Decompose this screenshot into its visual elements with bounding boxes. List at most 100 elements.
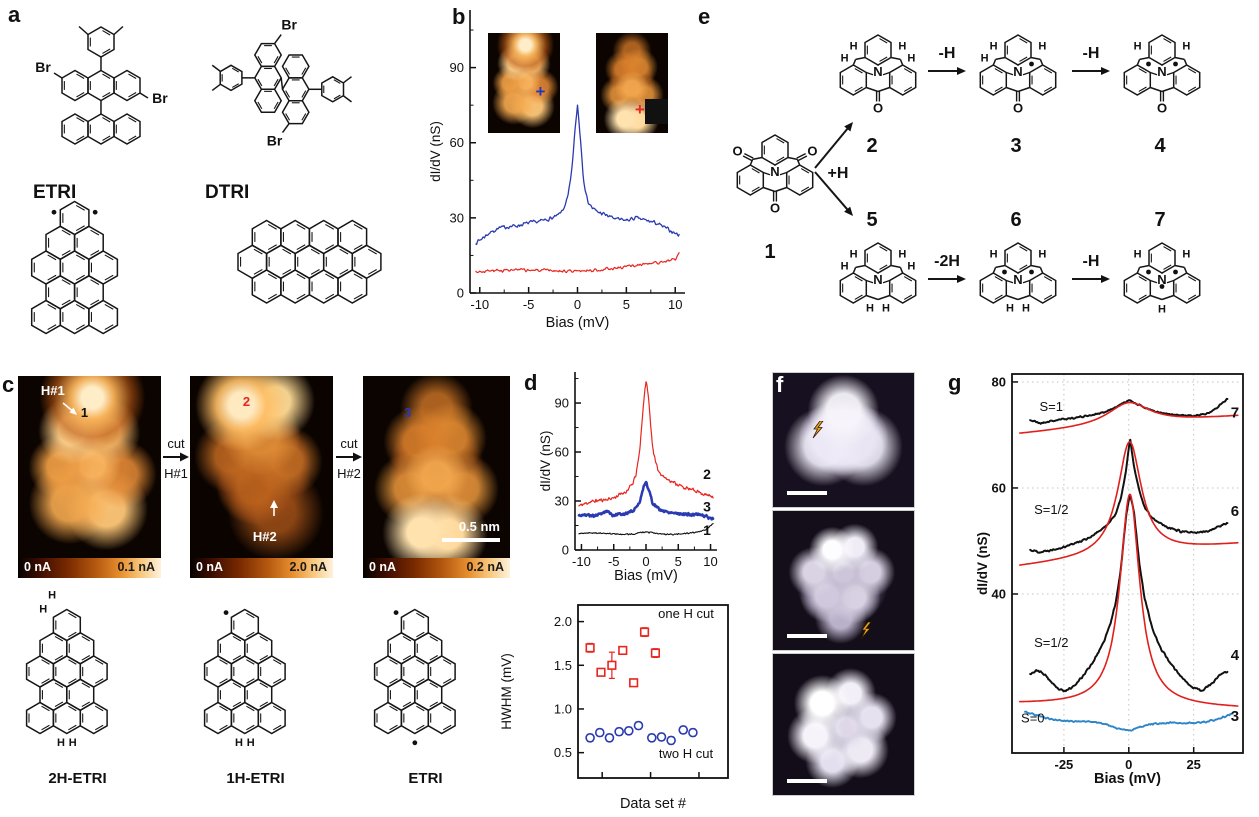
atom-label: H: [1134, 248, 1142, 260]
double-bond: [442, 659, 452, 665]
double-bond: [102, 48, 111, 54]
panel-c-structures: HHH H H H: [25, 590, 456, 749]
double-bond: [232, 67, 239, 73]
benzene-ring: [113, 113, 141, 145]
bond: [343, 95, 352, 103]
atom-label: H: [882, 303, 890, 315]
x-tick-label: 10: [703, 554, 717, 569]
double-bond: [1019, 56, 1028, 62]
bond: [877, 294, 890, 301]
atom-label: Br: [152, 90, 168, 106]
annotation: 4: [1231, 647, 1240, 664]
radical-dot: [1146, 61, 1151, 67]
benzene-ring: [979, 272, 1008, 304]
y-tick-label: 90: [450, 60, 464, 75]
double-bond: [402, 635, 412, 642]
double-bond: [41, 705, 50, 712]
panel-d-label: d: [524, 370, 538, 395]
double-bond: [800, 168, 810, 174]
double-bond: [282, 268, 292, 275]
double-bond: [102, 92, 111, 98]
double-bond: [429, 682, 439, 688]
bond: [890, 264, 901, 269]
double-bond: [296, 273, 306, 280]
double-bond: [232, 682, 242, 688]
atom-label: H: [850, 40, 858, 52]
data-point-circle: [688, 727, 698, 738]
double-bond: [90, 249, 100, 256]
double-bond: [416, 724, 425, 731]
scalebar-label: 0.5 nm: [458, 519, 500, 534]
panel-g-label: g: [948, 370, 962, 395]
double-bond: [1019, 264, 1028, 270]
atom-label: Br: [281, 17, 297, 33]
benzene-ring: [87, 26, 115, 58]
double-bond: [272, 678, 282, 684]
y-axis-title: HWHM (mV): [499, 653, 514, 729]
atom-label: H: [850, 248, 858, 260]
double-bond: [75, 274, 85, 281]
x-axis-title: Bias (mV): [614, 568, 678, 584]
benzene-ring: [308, 269, 339, 304]
double-bond: [104, 274, 114, 281]
bond: [53, 72, 63, 79]
benzene-ring: [864, 242, 892, 274]
y-axis-title: dI/dV (nS): [430, 121, 443, 182]
arrow-head: [957, 275, 966, 283]
double-bond: [1138, 86, 1147, 92]
annotation: 2: [703, 466, 711, 482]
cut-arrow-2-icon: [336, 452, 362, 462]
data-point-circle: [666, 735, 676, 746]
bond: [343, 76, 352, 84]
double-bond: [232, 701, 242, 708]
double-bond: [76, 73, 85, 79]
benzene-ring: [257, 701, 286, 735]
data-point-circle: [633, 720, 644, 731]
double-bond: [353, 273, 363, 280]
y-tick-label: 60: [555, 445, 569, 460]
plot-frame: [577, 604, 729, 779]
benzene-ring: [888, 272, 917, 304]
double-bond: [903, 68, 913, 74]
double-bond: [416, 705, 425, 712]
radical-dot: [1173, 61, 1178, 67]
atom-label: 7: [1154, 209, 1165, 231]
data-point-circle: [585, 733, 595, 743]
double-bond: [246, 724, 255, 731]
double-bond: [259, 635, 269, 642]
bond: [1136, 267, 1141, 274]
atom-label: H: [907, 260, 915, 272]
cut-arrow-1-icon: [163, 452, 189, 462]
double-bond: [219, 678, 228, 684]
bond: [1161, 294, 1174, 301]
double-bond: [267, 223, 277, 230]
panel-e-label: e: [698, 4, 711, 29]
x-tick-label: 0: [642, 554, 649, 569]
bond: [814, 171, 850, 213]
atom-label: 1: [764, 241, 775, 263]
double-bond: [128, 135, 137, 141]
panel-c-stm-image-1: H#1 1: [18, 376, 161, 558]
bond: [1022, 71, 1030, 76]
bond: [1006, 294, 1019, 301]
atom-label: 4: [1154, 135, 1166, 157]
data-curve: [578, 381, 714, 507]
double-bond: [1043, 68, 1053, 74]
double-bond: [776, 138, 785, 144]
radical-dot: [1029, 269, 1034, 275]
double-bond: [94, 724, 104, 731]
annotation: S=1/2: [1034, 635, 1068, 650]
double-bond: [994, 276, 1003, 282]
benzene-ring: [79, 701, 108, 735]
double-bond: [273, 101, 279, 110]
double-bond: [219, 659, 228, 665]
x-axis-title: Bias (mV): [1094, 771, 1161, 787]
double-bond: [68, 678, 77, 684]
double-bond: [903, 294, 913, 300]
atom-label: H: [841, 52, 849, 64]
double-bond: [267, 244, 277, 251]
atom-label: 3: [1010, 135, 1021, 157]
panel-b-inset-right-stm-image: +: [596, 33, 668, 133]
atom-label: H: [898, 248, 906, 260]
